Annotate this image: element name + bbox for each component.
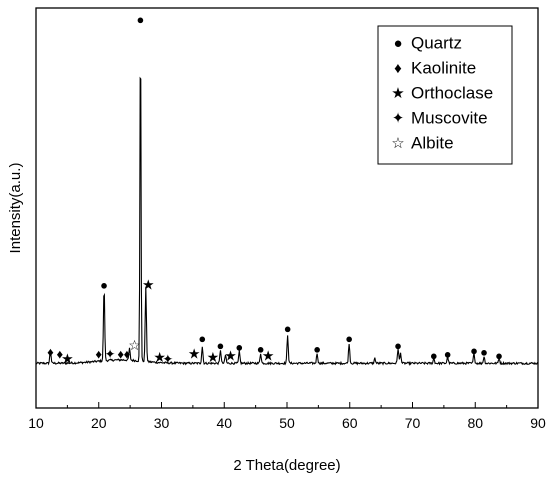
x-tick-label-10: 10 [28, 415, 44, 431]
marker-quartz: ● [345, 331, 353, 346]
legend-marker-orthoclase: ★ [391, 85, 404, 102]
marker-orthoclase: ★ [224, 347, 237, 363]
x-tick-label-70: 70 [405, 415, 421, 431]
marker-kaolinite: ♦ [47, 345, 54, 360]
marker-quartz: ● [257, 341, 265, 356]
marker-quartz: ● [394, 338, 402, 353]
phase-markers: ●●● ● ● ●●●● ●● ● ● ● ●♦ ♦ ♦ ♦ ♦★★★ ★ ★ ★ ★✦ ✦☆ [47, 12, 503, 367]
marker-quartz: ● [313, 341, 321, 356]
marker-kaolinite: ♦ [95, 346, 102, 361]
y-axis-label: Intensity(a.u.) [7, 163, 24, 254]
marker-quartz: ● [284, 321, 292, 336]
x-tick-label-50: 50 [279, 415, 295, 431]
marker-muscovite: ✦ [105, 346, 116, 361]
x-tick-label-30: 30 [154, 415, 170, 431]
marker-orthoclase: ★ [207, 349, 220, 365]
x-tick-label-20: 20 [91, 415, 107, 431]
marker-quartz: ● [495, 348, 503, 363]
legend-marker-muscovite: ✦ [392, 110, 405, 127]
marker-quartz: ● [430, 348, 438, 363]
x-tick-label-60: 60 [342, 415, 358, 431]
marker-quartz: ● [198, 331, 206, 346]
marker-quartz: ● [480, 345, 488, 360]
legend-marker-kaolinite: ♦ [394, 60, 402, 77]
legend-label-orthoclase: Orthoclase [411, 83, 493, 102]
marker-quartz: ● [470, 343, 478, 358]
marker-muscovite: ✦ [162, 351, 173, 366]
marker-kaolinite: ♦ [117, 346, 124, 361]
legend-marker-albite: ☆ [391, 135, 404, 152]
legend-box [377, 25, 513, 165]
marker-quartz: ● [235, 340, 243, 355]
marker-albite: ☆ [128, 337, 141, 353]
marker-orthoclase: ★ [188, 346, 201, 362]
xrd-pattern-line [35, 76, 539, 366]
x-tick-label-90: 90 [530, 415, 546, 431]
legend-label-albite: Albite [411, 133, 454, 152]
x-tick-label-40: 40 [216, 415, 232, 431]
x-ticks: 10 20 30 40 50 60 70 80 90 [28, 402, 546, 431]
x-axis-label: 2 Theta(degree) [233, 457, 340, 474]
legend: ● Quartz ♦ Kaolinite ★ Orthoclase ✦ Muscovite ☆ A… [377, 25, 513, 165]
marker-orthoclase: ★ [153, 349, 166, 365]
marker-orthoclase: ★ [61, 351, 74, 367]
legend-label-quartz: Quartz [411, 33, 462, 52]
legend-marker-quartz: ● [393, 35, 402, 52]
x-tick-label-80: 80 [467, 415, 483, 431]
marker-orthoclase: ★ [262, 347, 275, 363]
marker-quartz: ● [217, 338, 225, 353]
marker-kaolinite: ♦ [124, 346, 131, 361]
marker-quartz: ● [137, 12, 145, 27]
legend-label-muscovite: Muscovite [411, 108, 488, 127]
marker-quartz: ● [100, 277, 108, 292]
marker-orthoclase: ★ [142, 277, 155, 293]
marker-kaolinite: ♦ [57, 346, 64, 361]
marker-quartz: ● [444, 346, 452, 361]
legend-label-kaolinite: Kaolinite [411, 58, 476, 77]
